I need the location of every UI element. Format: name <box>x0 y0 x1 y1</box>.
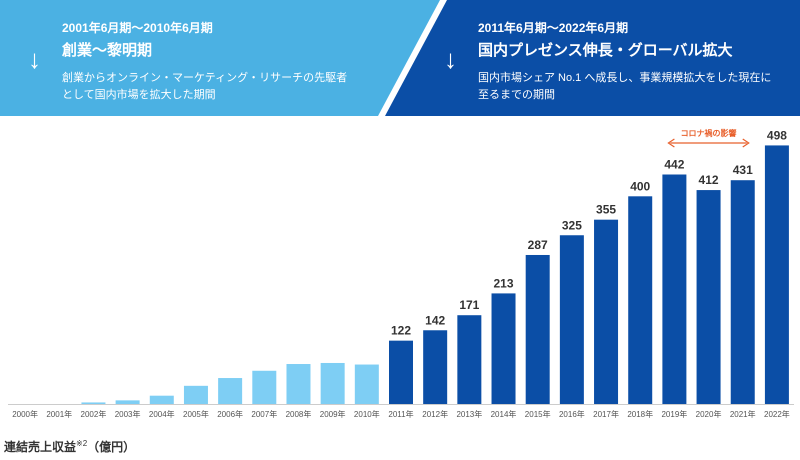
bar-2016年 <box>559 235 584 404</box>
bar-2007年 <box>252 370 277 404</box>
x-tick-label: 2002年 <box>81 409 107 419</box>
phase-growth-desc-line2: 至るまでの期間 <box>478 89 555 101</box>
x-tick-label: 2011年 <box>388 409 413 419</box>
bar-2012年 <box>423 330 448 404</box>
bar-2004年 <box>149 395 174 404</box>
revenue-bar-chart: 2000年 2001年 2002年 2003年 2004年 2005年 2006年 2007年… <box>8 128 794 419</box>
phase-early-desc-line1: 創業からオンライン・マーケティング・リサーチの先駆者 <box>62 72 348 84</box>
bar-2006年 <box>218 378 243 404</box>
bar-value-label: 412 <box>699 173 719 187</box>
phase-growth-title: 国内プレゼンス伸長・グローバル拡大 <box>478 42 733 59</box>
x-tick-label: 2003年 <box>115 409 141 419</box>
x-tick-label: 2000年 <box>12 409 38 419</box>
unit-label: （億円） <box>87 440 136 454</box>
x-tick-label: 2014年 <box>491 409 517 419</box>
x-tick-label: 2004年 <box>149 409 175 419</box>
bar-2020年 <box>696 190 721 404</box>
x-tick-label: 2009年 <box>320 409 346 419</box>
x-tick-label: 2006年 <box>217 409 243 419</box>
x-tick-label: 2012年 <box>422 409 448 419</box>
bar-2010年 <box>354 364 379 404</box>
phase-early-desc-line2: として国内市場を拡大した期間 <box>62 89 216 101</box>
bar-2008年 <box>286 364 311 404</box>
x-tick-label: 2005年 <box>183 409 209 419</box>
bar-value-label: 325 <box>562 218 582 232</box>
x-tick-label: 2007年 <box>251 409 277 419</box>
bar-2009年 <box>320 362 345 404</box>
bar-2003年 <box>115 400 140 404</box>
bar-value-label: 498 <box>767 128 787 142</box>
bar-2013年 <box>457 315 482 404</box>
footnote-marker: ※2 <box>76 439 88 448</box>
bar-value-label: 355 <box>596 203 616 217</box>
bar-value-label: 122 <box>391 324 411 338</box>
x-tick-label: 2013年 <box>456 409 482 419</box>
bar-2021年 <box>730 180 755 404</box>
bar-2019年 <box>662 174 687 404</box>
x-tick-label: 2016年 <box>559 409 585 419</box>
bar-value-label: 171 <box>459 298 479 312</box>
x-tick-label: 2008年 <box>286 409 312 419</box>
bar-value-label: 442 <box>664 158 684 172</box>
x-tick-label: 2020年 <box>696 409 722 419</box>
metric-label: 連結売上収益 <box>4 440 77 454</box>
bar-2014年 <box>491 293 516 404</box>
bar-2022年 <box>764 145 789 404</box>
bar-2015年 <box>525 254 550 404</box>
x-tick-label: 2022年 <box>764 409 790 419</box>
annotation-arrowhead-left <box>667 138 675 148</box>
bar-2002年 <box>81 402 106 404</box>
down-arrow-icon: ↓ <box>444 44 457 74</box>
chart-footer-label: 連結売上収益※2（億円） <box>4 438 135 455</box>
bar-2005年 <box>183 385 208 404</box>
phase-growth-desc-line1: 国内市場シェア No.1 へ成長し、事業規模拡大をした現在に <box>478 72 772 84</box>
x-tick-label: 2019年 <box>661 409 687 419</box>
bar-value-label: 287 <box>528 238 548 252</box>
x-tick-label: 2018年 <box>627 409 653 419</box>
bar-value-label: 431 <box>733 163 753 177</box>
phase-early-panel <box>0 0 440 116</box>
bar-value-label: 213 <box>494 276 514 290</box>
bar-value-label: 400 <box>630 179 650 193</box>
phase-growth-period: 2011年6月期～2022年6月期 <box>478 21 629 35</box>
phase-early-title: 創業～黎明期 <box>62 42 153 59</box>
bar-2011年 <box>389 340 413 404</box>
x-tick-label: 2017年 <box>593 409 619 419</box>
annotation-label: コロナ禍の影響 <box>681 128 737 138</box>
phase-growth-panel <box>385 0 800 116</box>
bar-2017年 <box>594 219 619 404</box>
x-tick-label: 2010年 <box>354 409 380 419</box>
phase-banner <box>0 0 800 116</box>
phase-early-period: 2001年6月期～2010年6月期 <box>62 21 213 35</box>
x-tick-label: 2001年 <box>46 409 72 419</box>
x-tick-label: 2021年 <box>730 409 756 419</box>
x-tick-label: 2015年 <box>525 409 551 419</box>
bar-value-label: 142 <box>425 313 445 327</box>
annotation-arrowhead-right <box>742 138 750 148</box>
bar-2018年 <box>628 196 653 404</box>
down-arrow-icon: ↓ <box>28 44 41 74</box>
